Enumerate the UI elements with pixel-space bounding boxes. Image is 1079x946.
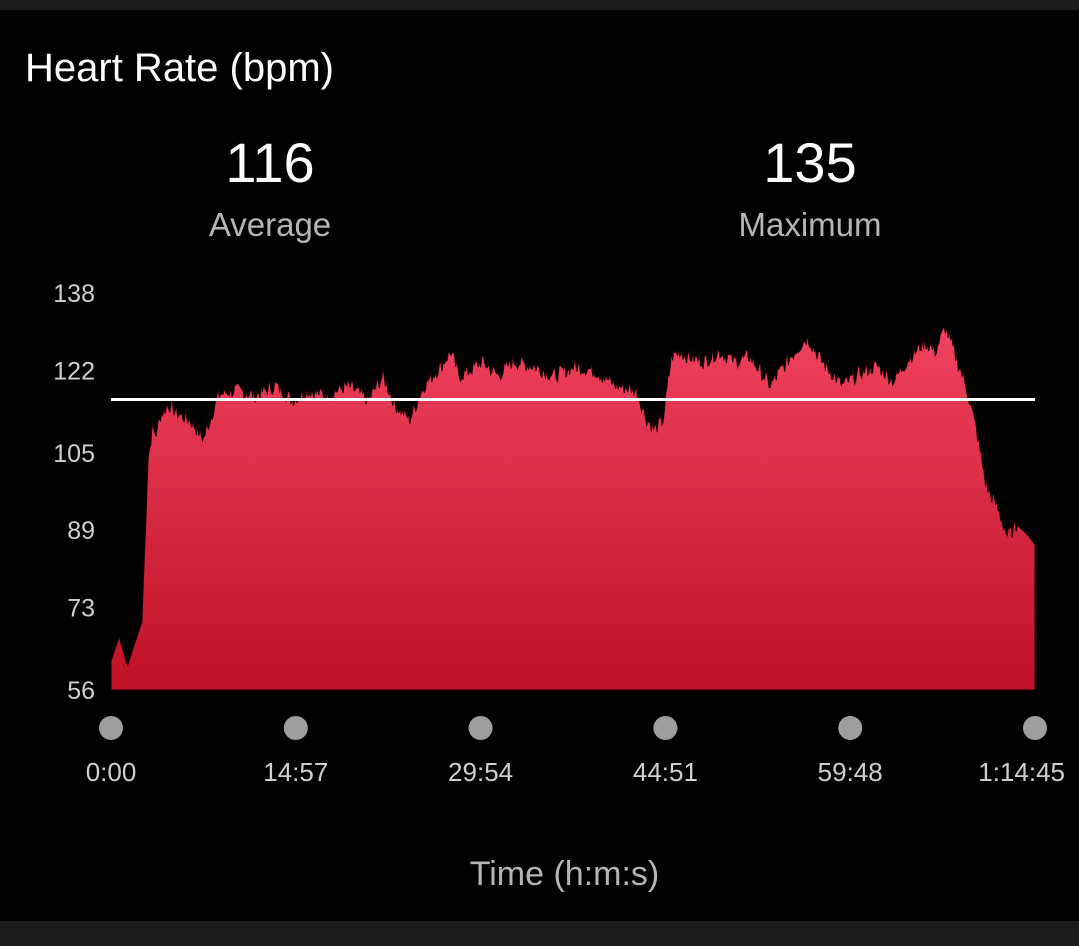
- x-tick-marker: [838, 716, 863, 740]
- y-tick-label: 56: [67, 677, 95, 705]
- y-tick-label: 73: [67, 595, 95, 623]
- maximum-value: 135: [763, 131, 857, 194]
- x-tick-label: 29:54: [448, 757, 513, 787]
- x-tick-marker: [99, 716, 123, 740]
- x-tick-label: 0:00: [86, 757, 137, 787]
- y-tick-label: 138: [53, 280, 95, 308]
- x-tick-label: 1:14:45: [978, 757, 1065, 787]
- x-tick-marker: [468, 716, 493, 740]
- y-tick-label: 89: [67, 517, 95, 545]
- x-tick-marker: [283, 716, 308, 740]
- y-tick-label: 105: [53, 440, 95, 468]
- average-label: Average: [208, 206, 332, 243]
- average-value: 116: [225, 131, 315, 194]
- x-tick-marker: [653, 716, 678, 740]
- heart-rate-area: [110, 325, 1036, 691]
- x-tick-marker: [1023, 716, 1047, 740]
- x-axis-title: Time (h:m:s): [469, 855, 660, 893]
- x-tick-label: 44:51: [633, 757, 698, 787]
- maximum-stat: 135 Maximum: [660, 133, 960, 245]
- maximum-label: Maximum: [738, 206, 882, 243]
- x-tick-label: 59:48: [818, 757, 883, 787]
- average-stat: 116 Average: [120, 133, 420, 245]
- page-title: Heart Rate (bpm): [25, 46, 334, 90]
- x-tick-label: 14:57: [263, 757, 328, 787]
- heart-rate-chart: 138 122 105 89 73 56 0:00 14:57 29:54 44:51 59:48…: [53, 280, 1065, 787]
- y-tick-label: 122: [53, 357, 95, 385]
